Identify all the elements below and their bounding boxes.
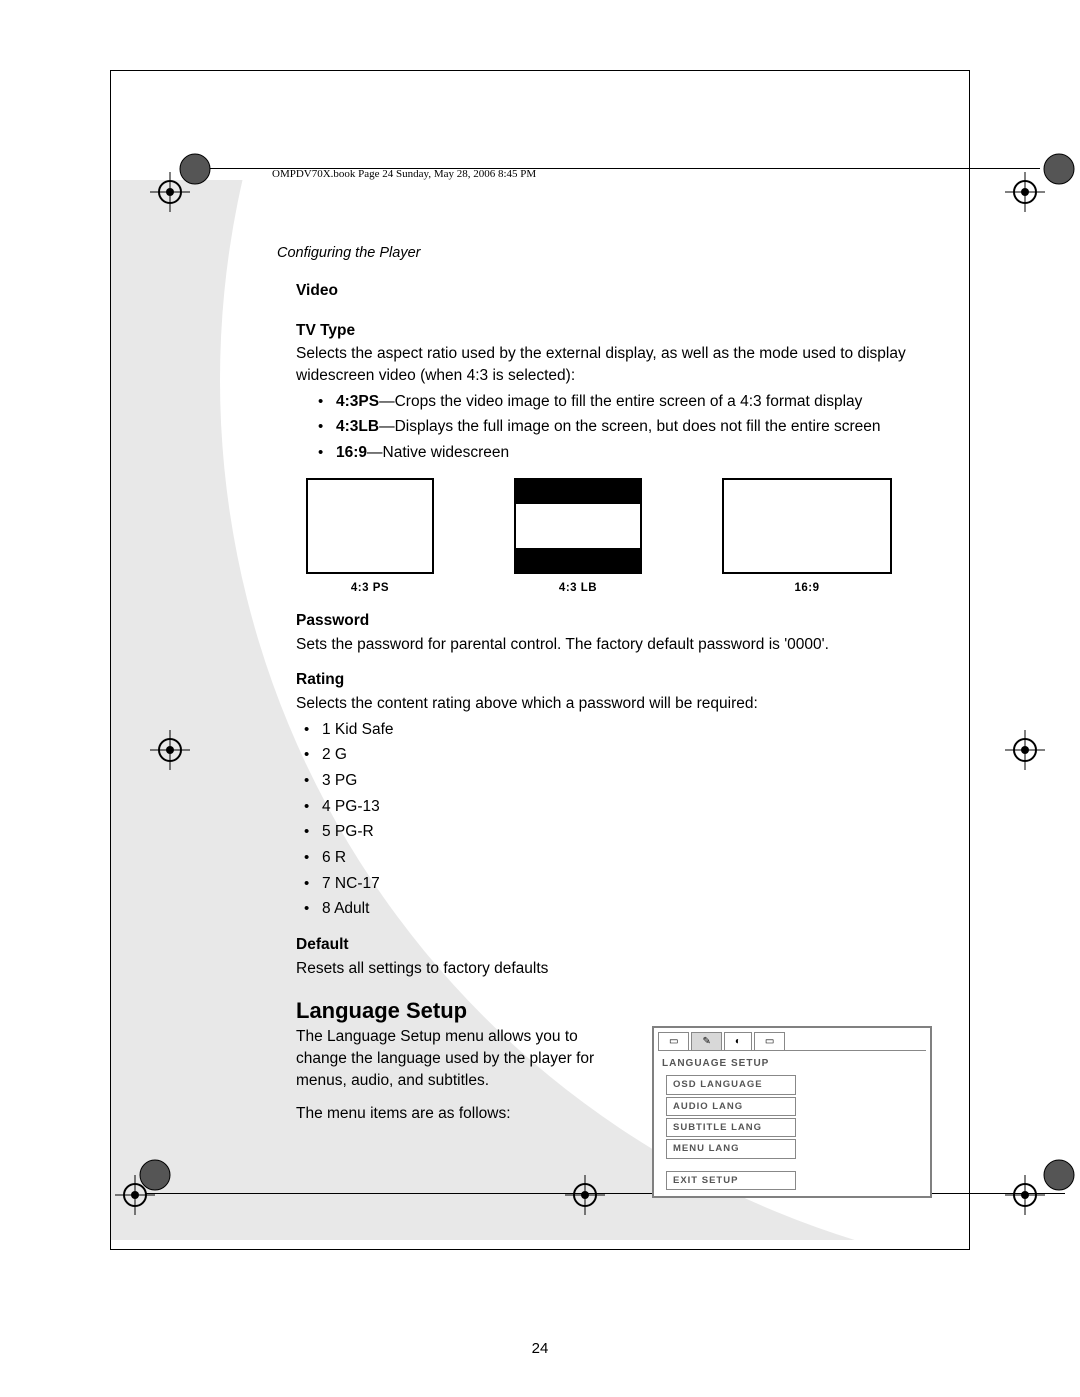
aspect-43lb: 4:3 LB [514, 478, 642, 596]
rating-item: 5 PG-R [304, 821, 936, 843]
option-169: 16:9—Native widescreen [318, 442, 936, 464]
tvtype-text: Selects the aspect ratio used by the ext… [296, 343, 936, 386]
tvtype-heading: TV Type [296, 320, 936, 342]
password-heading: Password [296, 610, 936, 632]
page-number: 24 [532, 1340, 549, 1357]
default-heading: Default [296, 934, 936, 956]
lang-text-1: The Language Setup menu allows you to ch… [296, 1026, 626, 1091]
rating-item: 4 PG-13 [304, 796, 936, 818]
language-setup-heading: Language Setup [296, 996, 936, 1027]
video-heading: Video [296, 280, 936, 302]
password-text: Sets the password for parental control. … [296, 634, 936, 656]
osd-menu-item: OSD LANGUAGE [666, 1075, 796, 1094]
page-content: Video TV Type Selects the aspect ratio u… [296, 280, 936, 1198]
osd-menu-item: AUDIO LANG [666, 1097, 796, 1116]
header-line: OMPDV70X.book Page 24 Sunday, May 28, 20… [272, 168, 536, 180]
aspect-diagram-row: 4:3 PS 4:3 LB 16:9 [306, 478, 936, 596]
rating-item: 3 PG [304, 770, 936, 792]
rating-item: 8 Adult [304, 898, 936, 920]
ratings-list: 1 Kid Safe 2 G 3 PG 4 PG-13 5 PG-R 6 R 7… [296, 719, 936, 921]
rating-text: Selects the content rating above which a… [296, 693, 936, 715]
aspect-43ps: 4:3 PS [306, 478, 434, 596]
osd-title: LANGUAGE SETUP [658, 1055, 926, 1073]
osd-tab-icon: ▭ [658, 1032, 689, 1050]
crop-mark-icon [1005, 730, 1055, 780]
osd-menu-item: SUBTITLE LANG [666, 1118, 796, 1137]
starburst-icon [1042, 152, 1076, 186]
osd-panel: ▭ ✎ ◐ ▭ LANGUAGE SETUP OSD LANGUAGE AUDI… [652, 1026, 932, 1197]
osd-tab-icon: ✎ [691, 1032, 721, 1050]
osd-menu-item: MENU LANG [666, 1139, 796, 1158]
osd-tab-icon: ◐ [724, 1032, 752, 1050]
rating-item: 2 G [304, 744, 936, 766]
rating-item: 6 R [304, 847, 936, 869]
aspect-169: 16:9 [722, 478, 892, 596]
lang-text-2: The menu items are as follows: [296, 1103, 626, 1125]
rating-item: 7 NC-17 [304, 873, 936, 895]
option-43lb: 4:3LB—Displays the full image on the scr… [318, 416, 936, 438]
rating-heading: Rating [296, 669, 936, 691]
osd-tab-icon: ▭ [754, 1032, 785, 1050]
option-43ps: 4:3PS—Crops the video image to fill the … [318, 391, 936, 413]
default-text: Resets all settings to factory defaults [296, 958, 936, 980]
osd-exit-item: EXIT SETUP [666, 1171, 796, 1190]
rating-item: 1 Kid Safe [304, 719, 936, 741]
section-title: Configuring the Player [277, 245, 420, 261]
starburst-icon [1042, 1158, 1076, 1192]
